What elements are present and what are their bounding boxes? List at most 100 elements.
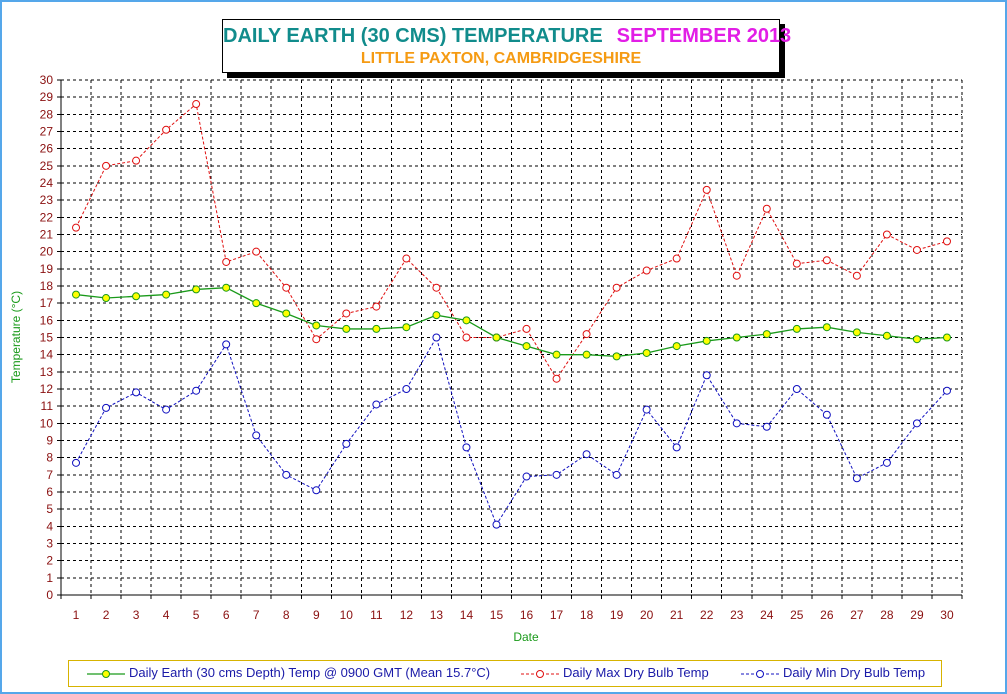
x-tick-label: 2 (103, 608, 110, 622)
data-point-max (642, 266, 651, 275)
data-point-max (552, 374, 561, 383)
data-point-min (882, 458, 891, 467)
data-point-earth (942, 333, 951, 342)
data-point-earth (732, 333, 741, 342)
x-tick-label: 17 (550, 608, 564, 622)
y-tick-label: 21 (40, 228, 54, 242)
legend-label-earth: Daily Earth (30 cms Depth) Temp @ 0900 G… (129, 665, 491, 680)
data-point-earth (282, 309, 291, 318)
legend-max-swatch (521, 670, 559, 678)
y-tick-label: 1 (46, 571, 53, 585)
y-axis-label: Temperature (°C) (9, 291, 23, 383)
y-tick-label: 0 (46, 588, 53, 602)
y-tick-label: 7 (46, 468, 53, 482)
data-point-min (342, 439, 351, 448)
data-point-max (342, 309, 351, 318)
data-point-max (402, 254, 411, 263)
x-tick-label: 26 (820, 608, 834, 622)
data-point-min (462, 443, 471, 452)
data-point-min (762, 422, 771, 431)
y-tick-label: 3 (46, 537, 53, 551)
y-tick-label: 13 (40, 365, 54, 379)
x-tick-label: 23 (730, 608, 744, 622)
data-point-max (252, 247, 261, 256)
y-tick-label: 18 (40, 279, 54, 293)
data-point-max (102, 161, 111, 170)
data-point-earth (672, 342, 681, 351)
data-point-earth (372, 324, 381, 333)
x-tick-label: 13 (430, 608, 444, 622)
y-tick-label: 17 (40, 296, 54, 310)
y-tick-label: 23 (40, 193, 54, 207)
y-tick-label: 2 (46, 554, 53, 568)
data-point-max (522, 324, 531, 333)
series-min (72, 333, 951, 529)
data-point-min (162, 405, 171, 414)
data-point-earth (312, 321, 321, 330)
series-line-max (75, 103, 948, 380)
data-point-min (642, 405, 651, 414)
series-layer (72, 100, 951, 529)
data-point-earth (762, 330, 771, 339)
data-point-min (702, 371, 711, 380)
series-line-earth (75, 287, 948, 358)
data-point-min (612, 470, 621, 479)
data-point-min (222, 340, 231, 349)
data-point-earth (252, 299, 261, 308)
x-tick-label: 5 (193, 608, 200, 622)
data-point-max (372, 302, 381, 311)
x-tick-label: 18 (580, 608, 594, 622)
data-point-earth (342, 324, 351, 333)
data-point-min (192, 386, 201, 395)
data-point-earth (912, 335, 921, 344)
chart-title-box: DAILY EARTH (30 CMS) TEMPERATURE SEPTEMBE… (222, 19, 791, 73)
axes (57, 79, 963, 599)
data-point-min (282, 470, 291, 479)
data-point-min (432, 333, 441, 342)
data-point-earth (852, 328, 861, 337)
y-tick-label: 8 (46, 451, 53, 465)
data-point-max (72, 223, 81, 232)
data-point-min (912, 419, 921, 428)
data-point-min (492, 520, 501, 529)
data-point-max (672, 254, 681, 263)
data-point-earth (132, 292, 141, 301)
y-tick-label: 11 (41, 399, 54, 413)
y-tick-label: 19 (40, 262, 54, 276)
y-tick-label: 22 (40, 210, 54, 224)
series-earth (72, 283, 951, 361)
x-tick-label: 12 (400, 608, 414, 622)
data-point-max (132, 156, 141, 165)
data-point-min (402, 385, 411, 393)
x-tick-label: 9 (313, 608, 320, 622)
data-point-earth (402, 323, 411, 332)
x-tick-label: 6 (223, 608, 230, 622)
data-point-max (822, 256, 831, 265)
data-point-min (672, 443, 681, 452)
x-tick-label: 11 (370, 608, 383, 622)
data-point-earth (72, 290, 81, 299)
data-point-min (822, 410, 831, 419)
data-point-max (192, 100, 201, 109)
x-tick-label: 4 (163, 608, 170, 622)
data-point-min (132, 388, 141, 397)
data-point-min (312, 486, 321, 495)
data-point-earth (432, 311, 441, 320)
y-tick-label: 15 (40, 331, 54, 345)
data-point-max (942, 237, 951, 246)
data-point-earth (192, 285, 201, 294)
data-point-min (582, 450, 591, 459)
data-point-min (792, 385, 801, 393)
data-point-max (852, 271, 861, 280)
x-tick-label: 15 (490, 608, 504, 622)
data-point-min (372, 400, 381, 409)
data-point-max (792, 259, 801, 268)
x-tick-label: 1 (73, 608, 80, 622)
x-tick-label: 29 (910, 608, 924, 622)
y-tick-label: 30 (40, 73, 54, 87)
data-point-max (912, 245, 921, 254)
y-tick-label: 10 (40, 416, 54, 430)
y-tick-label: 26 (40, 142, 54, 156)
series-max (72, 100, 951, 383)
